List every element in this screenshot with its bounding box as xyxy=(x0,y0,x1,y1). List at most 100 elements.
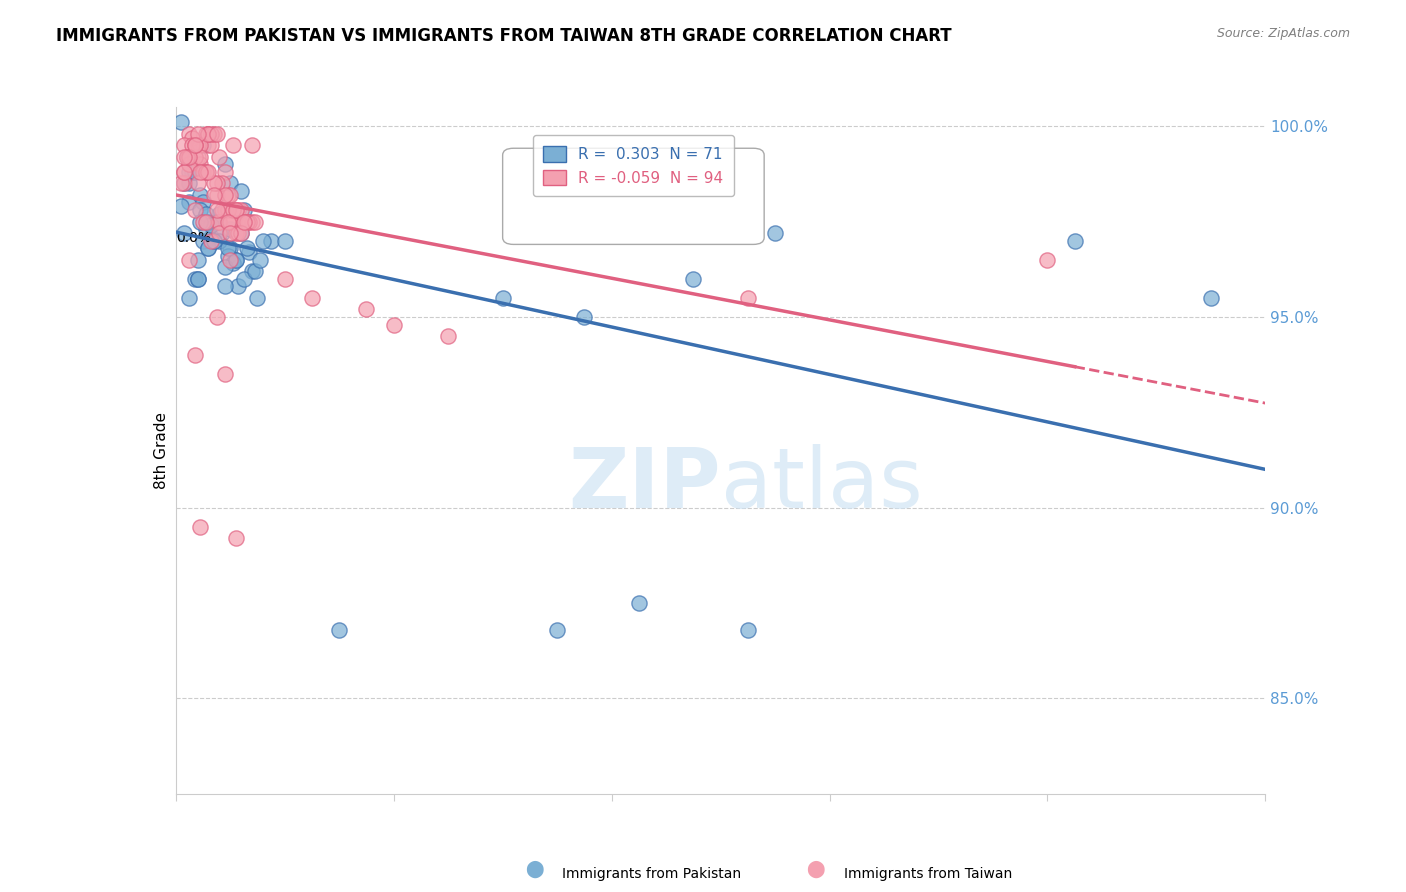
Point xyxy=(184,150,207,164)
Point xyxy=(231,226,253,240)
Point xyxy=(246,291,269,305)
Point xyxy=(238,214,260,228)
Point xyxy=(219,252,242,267)
Text: Immigrants from Pakistan: Immigrants from Pakistan xyxy=(562,867,741,881)
Point xyxy=(240,264,263,278)
Point xyxy=(184,138,207,153)
Point xyxy=(205,187,228,202)
Point xyxy=(228,279,250,293)
Point xyxy=(194,207,217,221)
Point xyxy=(194,165,217,179)
Text: ⬤: ⬤ xyxy=(806,861,825,879)
Point xyxy=(179,177,201,191)
Point xyxy=(184,271,207,285)
Point xyxy=(173,177,195,191)
Point xyxy=(546,623,568,637)
Point xyxy=(173,138,195,153)
Point xyxy=(179,157,201,171)
Point xyxy=(181,165,204,179)
Point xyxy=(301,291,323,305)
Point xyxy=(225,202,247,217)
Point xyxy=(356,302,378,317)
Point xyxy=(186,127,209,141)
Point xyxy=(225,202,247,217)
Point xyxy=(382,318,405,332)
Point xyxy=(202,187,225,202)
Point xyxy=(205,214,228,228)
Point xyxy=(197,214,219,228)
Point xyxy=(240,214,263,228)
Point xyxy=(763,226,786,240)
Point xyxy=(232,214,254,228)
Point xyxy=(260,234,283,248)
Text: ⬤: ⬤ xyxy=(524,861,544,879)
Point xyxy=(219,241,242,255)
Y-axis label: 8th Grade: 8th Grade xyxy=(153,412,169,489)
Point xyxy=(197,165,219,179)
Point xyxy=(186,177,209,191)
Point xyxy=(191,234,214,248)
Point xyxy=(184,165,207,179)
Point xyxy=(188,520,211,534)
Point xyxy=(222,202,245,217)
Point xyxy=(208,214,231,228)
Point xyxy=(211,177,233,191)
Point xyxy=(492,291,515,305)
Point xyxy=(235,214,257,228)
Point xyxy=(231,226,253,240)
Point xyxy=(200,229,222,244)
Point xyxy=(737,291,759,305)
Point xyxy=(232,214,254,228)
Point xyxy=(191,214,214,228)
Point xyxy=(170,177,193,191)
Point xyxy=(184,202,207,217)
Point xyxy=(252,234,274,248)
Point xyxy=(214,367,236,381)
Point xyxy=(188,202,211,217)
Point xyxy=(217,202,239,217)
Point xyxy=(188,214,211,228)
Point xyxy=(574,310,596,324)
Point xyxy=(214,157,236,171)
Point xyxy=(231,184,253,198)
Point xyxy=(235,241,257,255)
Text: IMMIGRANTS FROM PAKISTAN VS IMMIGRANTS FROM TAIWAN 8TH GRADE CORRELATION CHART: IMMIGRANTS FROM PAKISTAN VS IMMIGRANTS F… xyxy=(56,27,952,45)
Point xyxy=(188,150,211,164)
Point xyxy=(186,271,209,285)
Point xyxy=(205,214,228,228)
Point xyxy=(200,219,222,233)
Point xyxy=(737,623,759,637)
Point xyxy=(200,138,222,153)
Point xyxy=(176,150,198,164)
Point xyxy=(682,271,704,285)
Point xyxy=(205,127,228,141)
Point xyxy=(217,187,239,202)
Point xyxy=(202,127,225,141)
Point xyxy=(173,165,195,179)
Point xyxy=(1199,291,1222,305)
Point xyxy=(194,214,217,228)
Point xyxy=(219,226,242,240)
Point xyxy=(179,165,201,179)
Point xyxy=(217,214,239,228)
Point xyxy=(208,234,231,248)
Point xyxy=(225,252,247,267)
Point xyxy=(217,249,239,263)
Point xyxy=(194,222,217,236)
Point xyxy=(211,202,233,217)
Point xyxy=(170,115,193,129)
Point xyxy=(202,234,225,248)
Point xyxy=(219,222,242,236)
Point xyxy=(197,241,219,255)
Point xyxy=(205,310,228,324)
Point xyxy=(173,165,195,179)
Point xyxy=(228,202,250,217)
Point xyxy=(208,226,231,240)
Point xyxy=(173,150,195,164)
Text: Immigrants from Taiwan: Immigrants from Taiwan xyxy=(844,867,1012,881)
Point xyxy=(179,195,201,210)
Point xyxy=(243,214,266,228)
Point xyxy=(238,245,260,260)
Point xyxy=(225,226,247,240)
Point xyxy=(235,214,257,228)
